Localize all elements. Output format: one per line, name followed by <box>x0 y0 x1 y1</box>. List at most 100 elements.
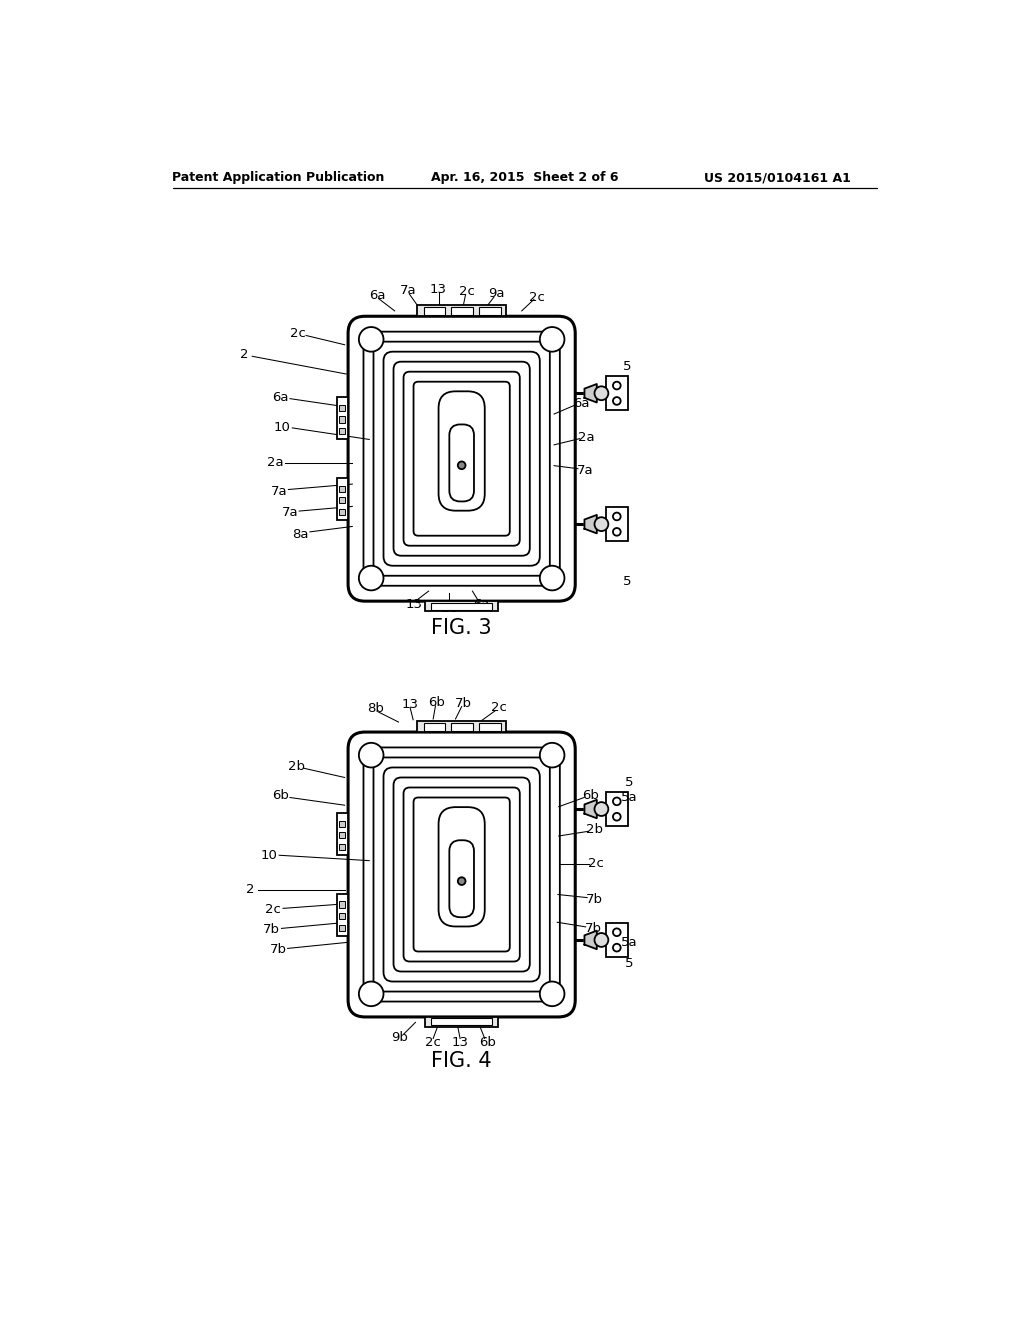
Text: 6b: 6b <box>582 789 599 803</box>
Text: 5: 5 <box>623 360 632 372</box>
Bar <box>606 507 628 541</box>
Circle shape <box>358 982 384 1006</box>
Text: 13: 13 <box>452 1036 469 1049</box>
Text: 2c: 2c <box>529 290 545 304</box>
Text: 2b: 2b <box>288 760 304 774</box>
Bar <box>424 723 445 730</box>
Bar <box>337 894 348 936</box>
Text: 6b: 6b <box>478 1036 496 1049</box>
Text: 13: 13 <box>406 598 423 611</box>
Text: 6b: 6b <box>429 696 445 709</box>
Text: FIG. 4: FIG. 4 <box>431 1051 492 1071</box>
Bar <box>339 416 345 422</box>
Bar <box>339 843 345 850</box>
Text: 7b: 7b <box>585 921 602 935</box>
Circle shape <box>595 803 608 816</box>
Text: Apr. 16, 2015  Sheet 2 of 6: Apr. 16, 2015 Sheet 2 of 6 <box>431 172 618 185</box>
Bar <box>431 603 493 610</box>
Text: 2a: 2a <box>579 430 595 444</box>
FancyBboxPatch shape <box>348 733 575 1016</box>
Text: 10: 10 <box>261 849 278 862</box>
Text: 2c: 2c <box>490 701 507 714</box>
Text: 5a: 5a <box>622 791 638 804</box>
Bar <box>339 405 345 411</box>
Text: 2b: 2b <box>587 824 603 837</box>
Bar <box>339 924 345 931</box>
Text: 9b: 9b <box>391 1031 409 1044</box>
Text: 6a: 6a <box>369 289 385 302</box>
Circle shape <box>358 327 384 351</box>
Circle shape <box>358 566 384 590</box>
Bar <box>452 308 473 314</box>
Bar <box>339 902 345 908</box>
FancyBboxPatch shape <box>348 317 575 601</box>
Text: 8a: 8a <box>292 528 308 541</box>
Bar <box>339 832 345 838</box>
Text: 5: 5 <box>623 576 632 589</box>
Bar <box>452 723 473 730</box>
Polygon shape <box>585 384 597 403</box>
Text: 2c: 2c <box>291 326 306 339</box>
Text: 2c: 2c <box>440 602 457 615</box>
Text: 5: 5 <box>626 776 634 788</box>
Bar <box>339 913 345 919</box>
Bar <box>479 308 501 314</box>
Bar <box>339 486 345 492</box>
Circle shape <box>595 517 608 531</box>
Text: 2c: 2c <box>265 903 281 916</box>
Bar <box>418 721 506 733</box>
Text: 13: 13 <box>401 698 419 711</box>
Text: 7a: 7a <box>577 463 593 477</box>
Bar <box>337 813 348 855</box>
Bar <box>424 308 445 314</box>
Text: 6a: 6a <box>473 598 489 611</box>
Bar <box>425 601 499 611</box>
Bar <box>431 1019 493 1026</box>
Text: 6b: 6b <box>272 789 289 803</box>
Bar <box>479 723 501 730</box>
Text: 2c: 2c <box>425 1036 441 1049</box>
Text: 13: 13 <box>430 282 447 296</box>
Bar <box>339 821 345 826</box>
Text: 7b: 7b <box>455 697 472 710</box>
Text: 2a: 2a <box>267 455 284 469</box>
Bar <box>425 1016 499 1027</box>
Circle shape <box>613 512 621 520</box>
Text: 6a: 6a <box>573 397 590 409</box>
Bar <box>337 478 348 520</box>
Text: 7a: 7a <box>271 484 288 498</box>
Bar <box>339 508 345 515</box>
Bar <box>606 376 628 411</box>
Text: 2c: 2c <box>459 285 475 298</box>
Text: 9a: 9a <box>488 288 505 301</box>
Bar <box>339 498 345 503</box>
Polygon shape <box>585 931 597 949</box>
Text: 7a: 7a <box>282 506 298 519</box>
Text: 6a: 6a <box>272 391 289 404</box>
Circle shape <box>613 528 621 536</box>
Bar <box>418 305 506 317</box>
Circle shape <box>540 743 564 767</box>
Circle shape <box>458 462 466 469</box>
Text: 7a: 7a <box>399 284 416 297</box>
Circle shape <box>458 878 466 884</box>
Bar <box>339 428 345 434</box>
Circle shape <box>358 743 384 767</box>
Circle shape <box>540 982 564 1006</box>
Text: 8b: 8b <box>367 702 384 715</box>
Text: US 2015/0104161 A1: US 2015/0104161 A1 <box>703 172 851 185</box>
Circle shape <box>613 928 621 936</box>
Text: 2: 2 <box>241 348 249 362</box>
Circle shape <box>613 797 621 805</box>
Bar <box>606 923 628 957</box>
Circle shape <box>613 813 621 821</box>
Circle shape <box>613 944 621 952</box>
Text: FIG. 3: FIG. 3 <box>431 618 492 638</box>
Circle shape <box>613 381 621 389</box>
Text: Patent Application Publication: Patent Application Publication <box>172 172 385 185</box>
Bar <box>337 397 348 440</box>
Text: 7b: 7b <box>263 924 280 936</box>
Text: 5: 5 <box>626 957 634 970</box>
Circle shape <box>540 566 564 590</box>
Circle shape <box>613 397 621 405</box>
